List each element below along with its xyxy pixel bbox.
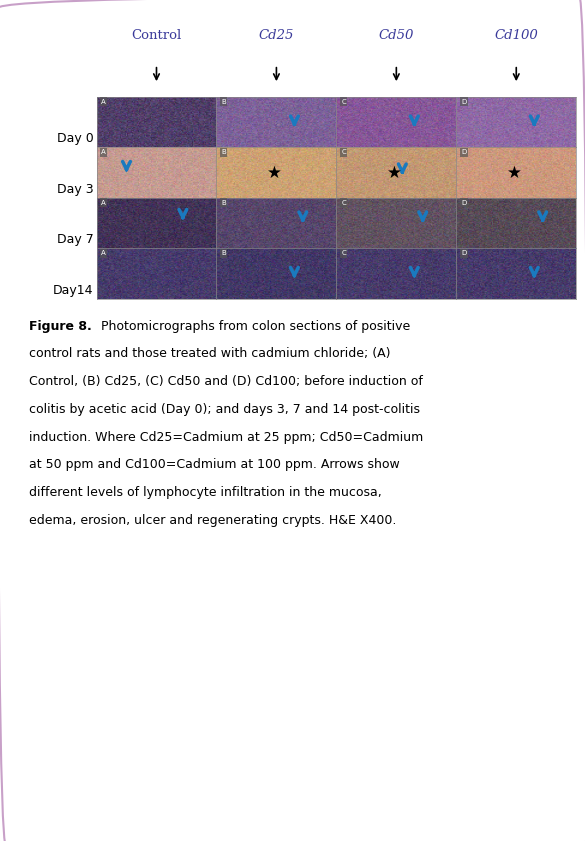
Text: C: C <box>341 199 346 206</box>
Text: Control: Control <box>132 29 181 42</box>
Text: D: D <box>461 98 466 105</box>
Text: B: B <box>221 250 226 257</box>
Text: Cd25: Cd25 <box>259 29 294 42</box>
Text: C: C <box>341 250 346 257</box>
Text: edema, erosion, ulcer and regenerating crypts. H&E X400.: edema, erosion, ulcer and regenerating c… <box>29 514 397 526</box>
Text: Day 0: Day 0 <box>57 132 94 145</box>
Text: A: A <box>101 199 106 206</box>
Text: Figure 8.: Figure 8. <box>29 320 92 332</box>
Text: Control, (B) Cd25, (C) Cd50 and (D) Cd100; before induction of: Control, (B) Cd25, (C) Cd50 and (D) Cd10… <box>29 375 423 388</box>
Text: A: A <box>101 149 106 156</box>
Text: Photomicrographs from colon sections of positive: Photomicrographs from colon sections of … <box>97 320 410 332</box>
Text: A: A <box>101 250 106 257</box>
Text: at 50 ppm and Cd100=Cadmium at 100 ppm. Arrows show: at 50 ppm and Cd100=Cadmium at 100 ppm. … <box>29 458 400 471</box>
Text: C: C <box>341 149 346 156</box>
Text: B: B <box>221 98 226 105</box>
Text: colitis by acetic acid (Day 0); and days 3, 7 and 14 post-colitis: colitis by acetic acid (Day 0); and days… <box>29 403 420 415</box>
Text: ★: ★ <box>387 164 401 182</box>
Text: ★: ★ <box>267 164 281 182</box>
Text: Day 7: Day 7 <box>57 233 94 246</box>
Text: D: D <box>461 199 466 206</box>
Text: Day 3: Day 3 <box>57 182 94 196</box>
Text: D: D <box>461 149 466 156</box>
Text: A: A <box>101 98 106 105</box>
Text: Cd50: Cd50 <box>378 29 414 42</box>
Text: B: B <box>221 149 226 156</box>
Text: B: B <box>221 199 226 206</box>
Text: induction. Where Cd25=Cadmium at 25 ppm; Cd50=Cadmium: induction. Where Cd25=Cadmium at 25 ppm;… <box>29 431 424 443</box>
Text: D: D <box>461 250 466 257</box>
Text: Day14: Day14 <box>53 283 94 297</box>
Text: ★: ★ <box>507 164 521 182</box>
Text: different levels of lymphocyte infiltration in the mucosa,: different levels of lymphocyte infiltrat… <box>29 486 382 499</box>
Text: Cd100: Cd100 <box>494 29 538 42</box>
Text: control rats and those treated with cadmium chloride; (A): control rats and those treated with cadm… <box>29 347 391 360</box>
Text: C: C <box>341 98 346 105</box>
